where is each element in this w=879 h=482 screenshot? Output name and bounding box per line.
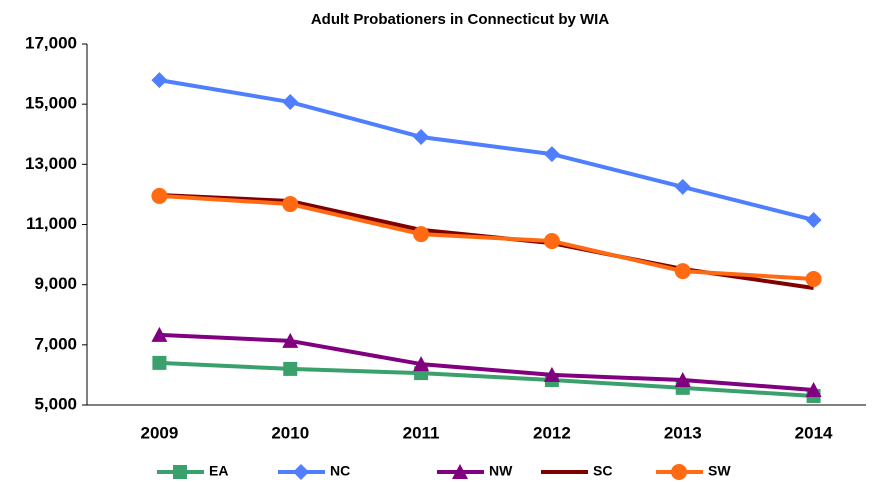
x-tick-label: 2012 [533,423,571,442]
legend-label: NW [489,463,513,479]
series-line [159,360,814,398]
legend-marker [173,465,187,479]
data-point [282,196,299,213]
data-point [282,94,299,111]
legend-marker [293,464,309,480]
legend-label: NC [330,463,350,479]
chart-title: Adult Probationers in Connecticut by WIA [311,11,610,28]
y-tick-label: 7,000 [34,334,77,353]
data-point [805,270,822,287]
data-point [283,361,298,376]
series-line [159,332,814,392]
y-tick-label: 17,000 [25,33,77,52]
data-point [805,381,822,397]
data-point [674,263,691,280]
data-point [674,372,691,388]
legend-label: SW [708,463,731,479]
x-tick-label: 2011 [403,423,440,442]
data-point [543,233,560,250]
y-tick-label: 9,000 [34,274,77,293]
y-tick-label: 13,000 [25,154,77,173]
data-point [151,72,168,89]
x-tick-label: 2010 [271,423,309,442]
data-point [543,366,560,382]
legend-label: EA [209,463,228,479]
data-point [805,211,822,228]
data-point [152,355,167,370]
data-point [282,332,299,348]
data-point [151,187,168,204]
x-tick-label: 2014 [795,423,833,442]
data-point [674,178,691,195]
x-tick-label: 2009 [141,423,179,442]
legend-marker [452,464,468,479]
series-line [159,78,815,222]
y-tick-label: 11,000 [26,214,77,233]
x-tick-label: 2013 [664,423,702,442]
data-point [413,356,430,372]
data-point [543,146,560,163]
data-point [151,326,168,342]
legend-marker [671,464,687,480]
y-tick-label: 5,000 [34,394,77,413]
y-tick-label: 15,000 [25,94,77,113]
data-point [413,128,430,145]
data-point [413,226,430,243]
series-line [159,193,814,281]
legend-label: SC [593,463,612,479]
